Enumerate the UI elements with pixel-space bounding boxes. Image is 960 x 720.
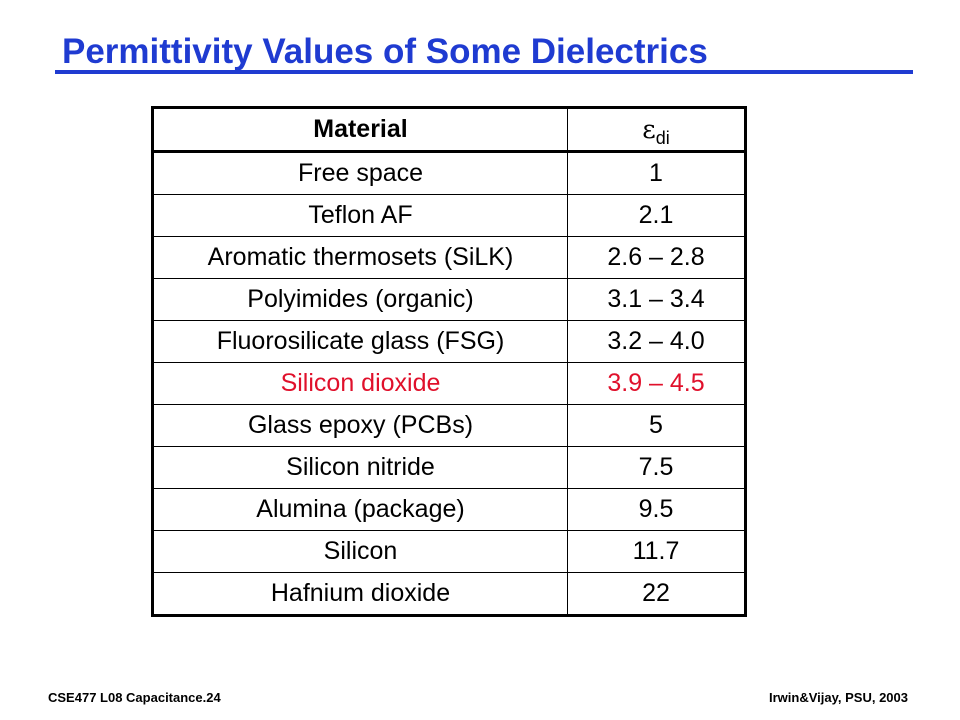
permittivity-cell: 9.5 (567, 488, 746, 531)
material-cell: Aromatic thermosets (SiLK) (152, 236, 568, 279)
slide-title: Permittivity Values of Some Dielectrics (62, 32, 708, 71)
material-cell: Hafnium dioxide (152, 572, 568, 616)
material-cell: Polyimides (organic) (152, 278, 568, 321)
material-cell: Free space (152, 151, 568, 195)
table-row: Fluorosilicate glass (FSG) 3.2 – 4.0 (152, 320, 746, 363)
title-underline (55, 70, 913, 74)
material-cell: Silicon (152, 530, 568, 573)
table-row: Hafnium dioxide 22 (152, 572, 746, 616)
permittivity-table: Material εdi Free space 1 Teflon AF 2.1 … (151, 106, 747, 617)
table-row: Teflon AF 2.1 (152, 194, 746, 237)
permittivity-cell: 5 (567, 404, 746, 447)
table-row-highlighted: Silicon dioxide 3.9 – 4.5 (152, 362, 746, 405)
material-cell: Alumina (package) (152, 488, 568, 531)
table-row: Polyimides (organic) 3.1 – 3.4 (152, 278, 746, 321)
permittivity-cell: 11.7 (567, 530, 746, 573)
epsilon-subscript: di (655, 127, 670, 148)
permittivity-cell: 3.1 – 3.4 (567, 278, 746, 321)
material-cell: Fluorosilicate glass (FSG) (152, 320, 568, 363)
footer-course-label: CSE477 L08 Capacitance.24 (48, 690, 221, 705)
table-row: Silicon 11.7 (152, 530, 746, 573)
permittivity-cell: 22 (567, 572, 746, 616)
permittivity-table-container: Material εdi Free space 1 Teflon AF 2.1 … (151, 106, 747, 617)
material-cell: Silicon nitride (152, 446, 568, 489)
table-row: Silicon nitride 7.5 (152, 446, 746, 489)
permittivity-cell: 2.1 (567, 194, 746, 237)
table-row: Glass epoxy (PCBs) 5 (152, 404, 746, 447)
permittivity-column-header: εdi (567, 107, 746, 153)
permittivity-cell: 1 (567, 151, 746, 195)
table-row: Aromatic thermosets (SiLK) 2.6 – 2.8 (152, 236, 746, 279)
material-column-header: Material (152, 107, 568, 153)
table-row: Free space 1 (152, 151, 746, 195)
permittivity-cell: 7.5 (567, 446, 746, 489)
epsilon-symbol: ε (642, 114, 656, 145)
permittivity-cell: 3.9 – 4.5 (567, 362, 746, 405)
material-cell: Teflon AF (152, 194, 568, 237)
table-row: Alumina (package) 9.5 (152, 488, 746, 531)
material-cell: Silicon dioxide (152, 362, 568, 405)
permittivity-cell: 3.2 – 4.0 (567, 320, 746, 363)
permittivity-cell: 2.6 – 2.8 (567, 236, 746, 279)
table-header-row: Material εdi (152, 107, 746, 153)
footer-credit: Irwin&Vijay, PSU, 2003 (769, 690, 908, 705)
material-cell: Glass epoxy (PCBs) (152, 404, 568, 447)
